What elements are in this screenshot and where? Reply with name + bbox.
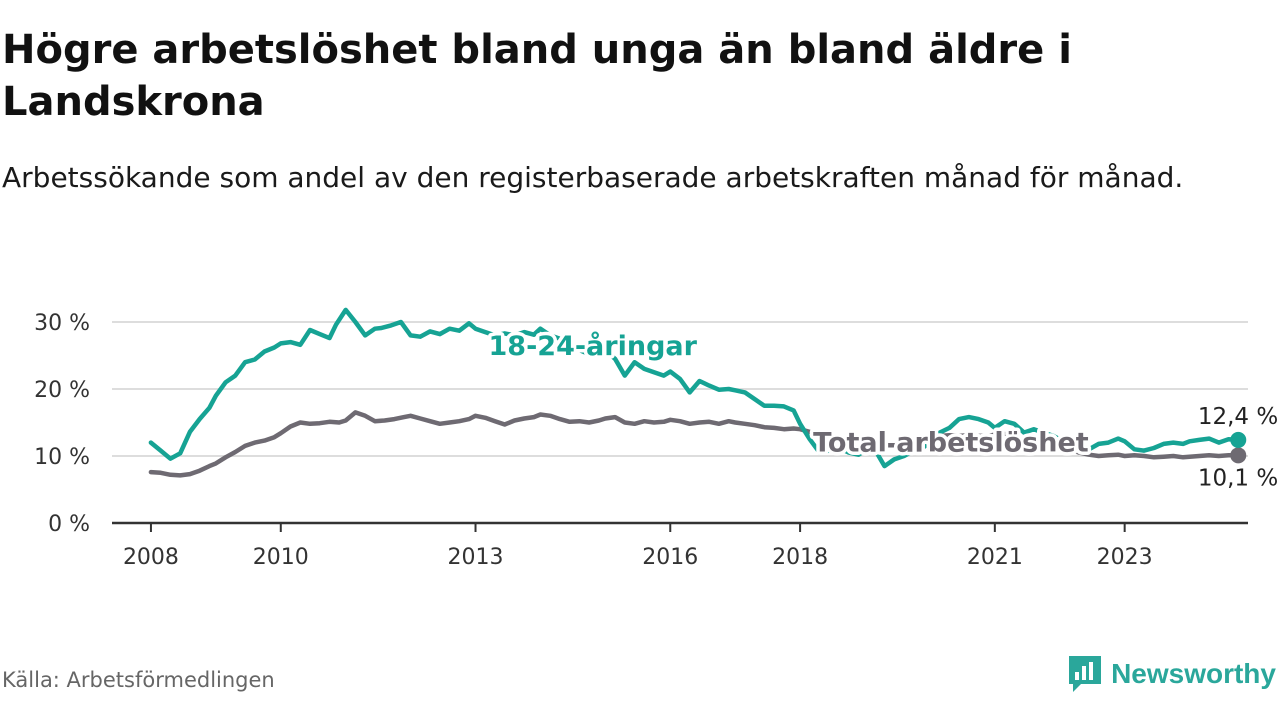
chart-title: Högre arbetslöshet bland unga än bland ä… [2,27,1072,125]
series-label-youth: 18-24-åringar [489,330,698,362]
y-tick-label: 10 % [34,445,90,470]
series-label-total: Total arbetslöshet [813,428,1089,459]
newsworthy-logo-icon [1069,656,1102,692]
x-tick-label: 2016 [642,545,698,570]
series-line-youth [148,307,1241,469]
end-label-total: 10,1 % [1198,465,1278,491]
y-tick-label: 20 % [34,378,90,403]
chart-subtitle: Arbetssökande som andel av den registerb… [2,161,1184,194]
x-tick-label: 2021 [967,545,1023,570]
x-tick-label: 2008 [123,545,179,570]
x-tick-label: 2018 [772,545,828,570]
series-labels: 12,4 %10,1 %18-24-åringar18-24-åringarTo… [485,327,1278,492]
x-tick-label: 2023 [1097,545,1153,570]
end-label-youth: 12,4 % [1198,404,1278,430]
series-lines [148,307,1247,478]
series-end-point-youth [1230,431,1247,448]
x-tick-label: 2010 [253,545,309,570]
brand-name: Newsworthy [1111,658,1276,689]
grid-lines [112,321,1248,457]
y-tick-label: 30 % [34,311,90,336]
series-line-total [148,410,1241,478]
series-label-halo: Total arbetslöshet [813,428,1089,459]
brand-logo[interactable]: Newsworthy [1067,652,1276,696]
x-axis: 2008 2010 2013 2016 2018 2021 2023 [112,521,1248,570]
series-label-halo: 18-24-åringar [489,330,698,362]
y-axis-ticks: 0 % 10 % 20 % 30 % [34,311,90,537]
source-note: Källa: Arbetsförmedlingen [2,668,275,692]
series-end-point-total [1230,447,1247,464]
x-tick-label: 2013 [448,545,504,570]
y-tick-label: 0 % [48,512,90,537]
